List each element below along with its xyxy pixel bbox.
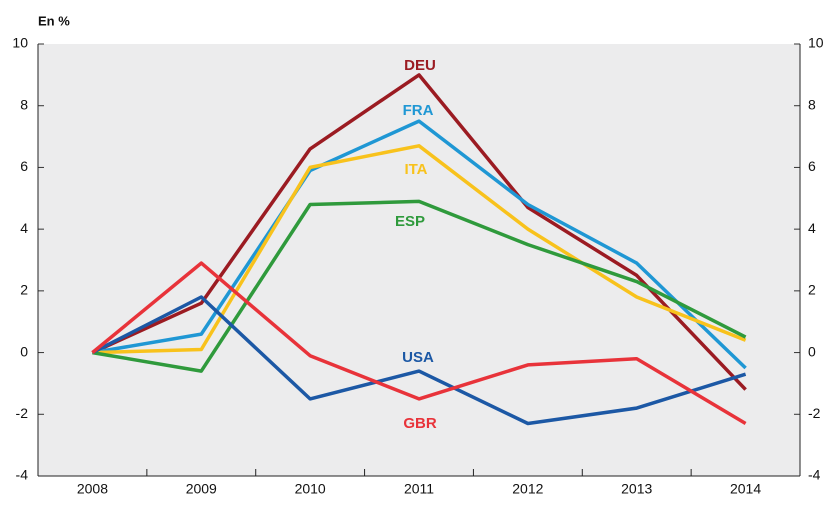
y-tick-label: 4 — [20, 220, 28, 236]
y-axis-label: En % — [38, 13, 70, 28]
series-line — [92, 199, 747, 373]
x-tick-label: 2010 — [295, 481, 326, 497]
y2-tick-label: 2 — [808, 282, 816, 298]
y-tick-label: 2 — [20, 282, 28, 298]
series-label: ITA — [404, 161, 427, 178]
x-tick-label: 2009 — [186, 481, 217, 497]
series-label: USA — [402, 349, 434, 366]
y-tick-label: 8 — [20, 96, 28, 112]
y2-tick-label: 8 — [808, 96, 816, 112]
series-label: FRA — [403, 102, 434, 119]
series-line — [91, 261, 747, 426]
y-tick-label: 10 — [12, 35, 28, 51]
series-line — [92, 144, 747, 355]
series-label: ESP — [395, 213, 425, 230]
x-tick-label: 2008 — [77, 481, 108, 497]
y2-tick-label: 6 — [808, 158, 816, 174]
y-tick-label: 6 — [20, 158, 28, 174]
y2-tick-label: 10 — [808, 35, 824, 51]
y2-tick-label: -4 — [808, 467, 821, 483]
y-tick-label: -2 — [16, 405, 29, 421]
plot-area — [38, 44, 800, 476]
x-tick-label: 2011 — [404, 481, 434, 497]
series-label: GBR — [403, 415, 437, 432]
y2-tick-label: 0 — [808, 343, 816, 359]
series-line — [91, 295, 747, 426]
y2-tick-label: -2 — [808, 405, 821, 421]
x-tick-label: 2012 — [512, 481, 543, 497]
y-tick-label: 0 — [20, 343, 28, 359]
y-tick-label: -4 — [16, 467, 29, 483]
x-tick-label: 2014 — [730, 481, 761, 497]
series-label: DEU — [404, 57, 436, 74]
series-line — [92, 119, 747, 370]
y2-tick-label: 4 — [808, 220, 816, 236]
series-line — [91, 73, 747, 391]
x-tick-label: 2013 — [621, 481, 652, 497]
